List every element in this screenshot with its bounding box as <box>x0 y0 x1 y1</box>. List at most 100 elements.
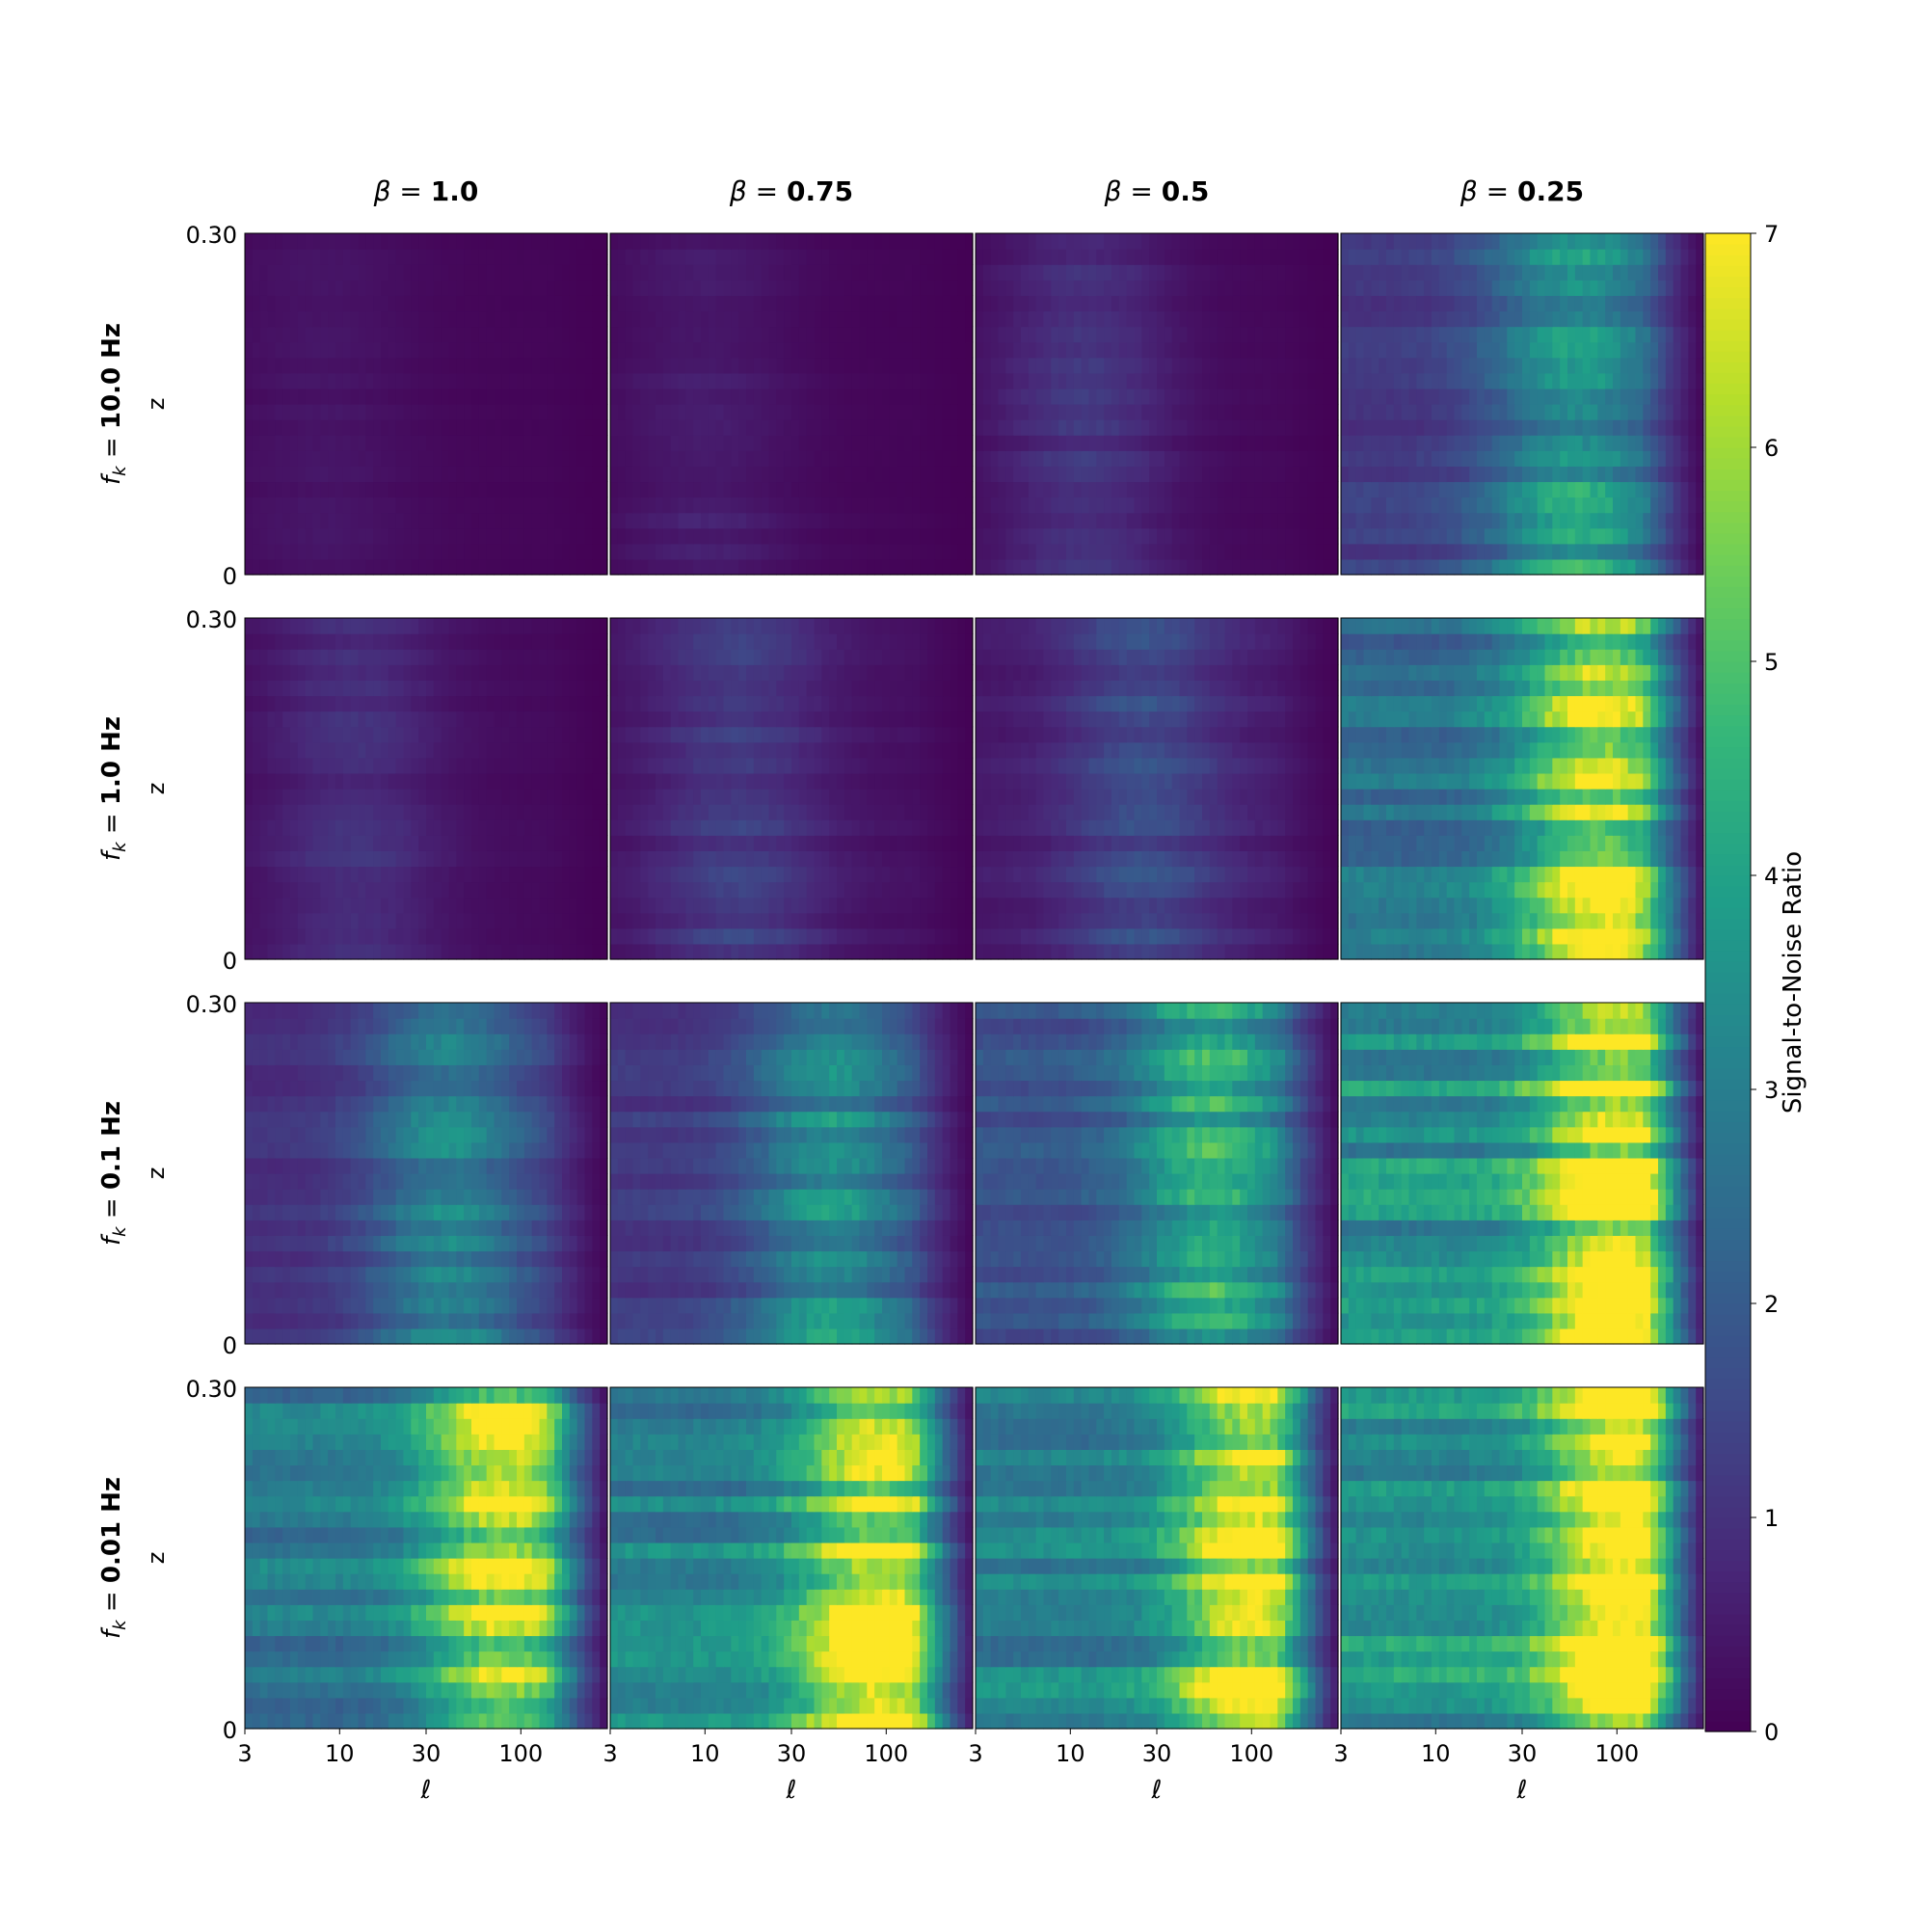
heatmap-cell <box>373 804 382 820</box>
heatmap-cell <box>1650 326 1659 343</box>
heatmap-cell <box>297 466 307 483</box>
heatmap-cell <box>411 249 419 265</box>
heatmap-cell <box>1582 357 1592 374</box>
heatmap-cell <box>569 819 578 836</box>
heatmap-cell <box>252 558 261 576</box>
heatmap-cell <box>267 388 276 405</box>
heatmap-cell <box>501 326 510 343</box>
heatmap-cell <box>1355 388 1365 405</box>
heatmap-cell <box>784 543 792 560</box>
heatmap-cell <box>1605 404 1614 420</box>
heatmap-cell <box>920 543 928 560</box>
heatmap-cell <box>297 435 307 451</box>
heatmap-cell <box>1171 249 1181 265</box>
heatmap-cell <box>335 943 344 960</box>
heatmap-cell <box>746 388 755 405</box>
heatmap-cell <box>245 466 254 483</box>
heatmap-cell <box>1104 496 1112 514</box>
heatmap-cell <box>1254 233 1264 250</box>
heatmap-cell <box>1035 249 1045 265</box>
heatmap-cell <box>1574 404 1584 420</box>
heatmap-cell <box>418 835 427 851</box>
heatmap-cell <box>411 789 419 805</box>
heatmap-cell <box>934 435 944 451</box>
heatmap-cell <box>814 404 822 420</box>
heatmap-cell <box>1209 233 1218 250</box>
heatmap-cell <box>267 804 276 820</box>
heatmap-cell <box>874 388 883 405</box>
heatmap-cell <box>464 450 472 467</box>
heatmap-cell <box>592 772 601 790</box>
heatmap-cell <box>982 326 992 343</box>
heatmap-cell <box>592 789 601 805</box>
heatmap-cell <box>282 280 291 296</box>
heatmap-cell <box>554 819 563 836</box>
heatmap-cell <box>965 280 974 296</box>
heatmap-cell <box>1643 512 1651 529</box>
heatmap-cell <box>1386 310 1395 328</box>
heatmap-cell <box>844 233 853 250</box>
heatmap-cell <box>1096 295 1105 312</box>
heatmap-cell <box>859 404 868 420</box>
heatmap-cell <box>882 450 891 467</box>
heatmap-cell <box>320 741 329 759</box>
heatmap-cell <box>1179 419 1188 436</box>
heatmap-cell <box>478 372 488 389</box>
heatmap-cell <box>1134 249 1142 265</box>
heatmap-cell <box>478 264 488 281</box>
heatmap-cell <box>1299 264 1309 281</box>
heatmap-cell <box>411 711 419 728</box>
heatmap-cell <box>395 419 405 436</box>
heatmap-cell <box>1118 450 1128 467</box>
heatmap-cell <box>554 512 563 529</box>
heatmap-cell <box>656 558 664 576</box>
heatmap-cell <box>1157 233 1165 250</box>
heatmap-cell <box>1590 357 1598 374</box>
heatmap-cell <box>1514 404 1523 420</box>
heatmap-cell <box>1469 435 1478 451</box>
heatmap-cell <box>1247 233 1256 250</box>
heatmap-cell <box>950 543 958 560</box>
heatmap-cell <box>1164 357 1173 374</box>
heatmap-cell <box>448 943 457 960</box>
heatmap-cell <box>576 881 586 899</box>
heatmap-panel-r0-c0 <box>244 232 608 576</box>
heatmap-cell <box>1552 558 1561 576</box>
heatmap-cell <box>1035 466 1045 483</box>
heatmap-cell <box>418 912 427 929</box>
heatmap-cell <box>685 326 694 343</box>
heatmap-cell <box>501 233 510 250</box>
heatmap-cell <box>1438 481 1448 498</box>
heatmap-cell <box>539 435 548 451</box>
heatmap-cell <box>426 264 435 281</box>
heatmap-cell <box>1461 388 1470 405</box>
heatmap-cell <box>1330 295 1339 312</box>
heatmap-cell <box>776 326 785 343</box>
heatmap-cell <box>859 435 868 451</box>
heatmap-cell <box>531 757 541 774</box>
heatmap-cell <box>1202 341 1211 359</box>
heatmap-cell <box>1696 264 1704 281</box>
heatmap-cell <box>1499 496 1508 514</box>
heatmap-cell <box>282 943 291 960</box>
heatmap-cell <box>1299 512 1309 529</box>
heatmap-cell <box>290 419 299 436</box>
heatmap-cell <box>297 233 307 250</box>
heatmap-cell <box>851 404 861 420</box>
heatmap-cell <box>1379 558 1387 576</box>
heatmap-cell <box>1371 512 1379 529</box>
heatmap-cell <box>388 233 397 250</box>
heatmap-cell <box>328 295 336 312</box>
heatmap-cell <box>282 295 291 312</box>
heatmap-cell <box>1469 419 1478 436</box>
heatmap-cell <box>486 772 495 790</box>
heatmap-cell <box>859 357 868 374</box>
heatmap-cell <box>328 435 336 451</box>
heatmap-cell <box>486 835 495 851</box>
heatmap-cell <box>569 264 578 281</box>
heatmap-cell <box>395 326 405 343</box>
heatmap-cell <box>920 372 928 389</box>
heatmap-cell <box>701 357 710 374</box>
heatmap-cell <box>1446 558 1456 576</box>
heatmap-cell <box>1432 543 1440 560</box>
